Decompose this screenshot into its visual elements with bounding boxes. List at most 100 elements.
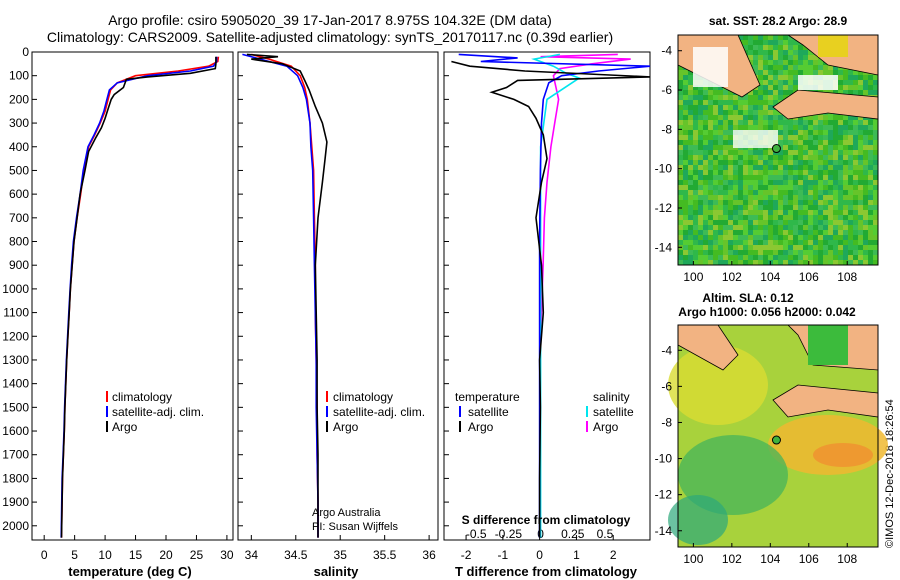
- y-tick-label: 900: [9, 258, 29, 272]
- map-lat-label: -10: [655, 452, 673, 466]
- series-line-t-satellite: [458, 53, 651, 538]
- map-lon-label: 106: [799, 270, 819, 284]
- y-tick-label: 600: [9, 187, 29, 201]
- series-line-t-argo: [451, 60, 651, 538]
- x-tick-label: 0.25: [561, 527, 585, 541]
- y-tick-label: 1500: [2, 400, 29, 414]
- map-lon-label: 102: [722, 552, 742, 566]
- y-tick-label: 800: [9, 235, 29, 249]
- x-tick-label: 34: [245, 548, 259, 562]
- x-tick-label: 2: [610, 548, 617, 562]
- y-tick-label: 1900: [2, 495, 29, 509]
- legend-title-temperature: temperature: [455, 390, 520, 404]
- legend-swatch-s-argo: [586, 421, 588, 432]
- map-lon-label: 104: [760, 552, 780, 566]
- x-tick-label: 25: [190, 548, 204, 562]
- chart-title-line2: Climatology: CARS2009. Satellite-adjuste…: [46, 29, 614, 45]
- series-line-argo: [60, 56, 217, 538]
- y-tick-label: 1400: [2, 377, 29, 391]
- x-tick-label: 36: [422, 548, 436, 562]
- x-tick-label: 0: [41, 548, 48, 562]
- sst-map-frame: [677, 34, 879, 266]
- x-tick-label: 35: [334, 548, 348, 562]
- y-tick-label: 1700: [2, 448, 29, 462]
- y-tick-label: 1600: [2, 424, 29, 438]
- y-tick-label: 1800: [2, 471, 29, 485]
- series-line-satellite: [60, 56, 218, 538]
- map-lat-label: -12: [655, 201, 673, 215]
- diff-plot-area: -2 -1 0 1 2-0.5 -0.25 0 0.25 0.5: [444, 51, 651, 562]
- y-tick-label: 400: [9, 140, 29, 154]
- x-tick-label: 5: [71, 548, 78, 562]
- y-tick-label: 0: [22, 45, 29, 59]
- legend-label-t-satellite: satellite: [468, 405, 509, 419]
- sla-map-image: 100 102 104 106 108 -4 -6 -8 -10 -12 -14: [655, 324, 888, 566]
- legend-swatch-climatology: [326, 391, 328, 402]
- sla-map-title1: Altim. SLA: 0.12: [702, 291, 794, 305]
- legend-swatch-s-satellite: [586, 406, 588, 417]
- series-line-argo: [246, 53, 328, 538]
- sal-xlabel: salinity: [314, 564, 360, 579]
- temp-plot-area: 0100200300400500600700800900100011001200…: [2, 45, 234, 562]
- y-tick-label: 1100: [3, 306, 29, 320]
- sla-map-frame: [677, 324, 879, 548]
- map-lon-label: 108: [837, 270, 857, 284]
- series-line-satellite: [242, 53, 319, 538]
- legend-label-satellite: satellite-adj. clim.: [333, 405, 425, 419]
- diff-s-axis-label: S difference from climatology: [462, 513, 631, 527]
- legend-label-argo: Argo: [333, 420, 359, 434]
- legend-swatch-t-satellite: [459, 406, 461, 417]
- x-tick-label: 10: [98, 548, 112, 562]
- argo-location-marker: [771, 144, 781, 154]
- credit-line1: Argo Australia: [312, 507, 381, 519]
- legend-label-s-argo: Argo: [593, 420, 619, 434]
- y-tick-label: 700: [9, 211, 29, 225]
- y-tick-label: 1300: [2, 353, 29, 367]
- argo-location-marker: [771, 435, 781, 445]
- legend-swatch-climatology: [106, 391, 108, 402]
- x-tick-label: -2: [461, 548, 472, 562]
- sal-plot-area: 34 34.5 35 35.5 36: [238, 51, 436, 562]
- legend-label-argo: Argo: [112, 420, 138, 434]
- legend-swatch-t-argo: [459, 421, 461, 432]
- x-tick-label: -0.5: [466, 527, 487, 541]
- series-line-climatology: [60, 56, 220, 538]
- map-lon-label: 100: [683, 270, 703, 284]
- x-tick-label: 1: [573, 548, 580, 562]
- legend-label-t-argo: Argo: [468, 420, 494, 434]
- map-lat-label: -14: [655, 240, 673, 254]
- x-tick-label: -0.25: [495, 527, 523, 541]
- x-tick-label: 34.5: [284, 548, 308, 562]
- y-tick-label: 2000: [2, 519, 29, 533]
- map-lat-label: -6: [661, 379, 672, 393]
- y-tick-label: 300: [9, 116, 29, 130]
- temp-panel-frame: [31, 51, 234, 541]
- x-tick-label: 30: [220, 548, 234, 562]
- sal-legend: climatology satellite-adj. clim. Argo: [326, 390, 425, 434]
- legend-swatch-satellite: [106, 406, 108, 417]
- map-lon-label: 108: [837, 552, 857, 566]
- legend-label-climatology: climatology: [333, 390, 393, 404]
- y-tick-label: 500: [9, 163, 29, 177]
- map-lat-label: -12: [655, 488, 673, 502]
- sst-map-title: sat. SST: 28.2 Argo: 28.9: [709, 14, 848, 28]
- sal-panel-frame: [237, 51, 439, 541]
- map-lon-label: 104: [760, 270, 780, 284]
- y-tick-label: 1200: [2, 329, 29, 343]
- legend-swatch-argo: [106, 421, 108, 432]
- legend-swatch-satellite: [326, 406, 328, 417]
- x-tick-label: 35.5: [373, 548, 397, 562]
- x-tick-label: -1: [498, 548, 509, 562]
- series-line-climatology: [251, 53, 319, 538]
- sst-map-image: 100 102 104 106 108 -4 -6 -8 -10 -12 -14: [655, 34, 879, 284]
- y-tick-label: 100: [9, 69, 29, 83]
- map-lat-label: -4: [661, 343, 672, 357]
- sla-map-title2: Argo h1000: 0.056 h2000: 0.042: [678, 305, 856, 319]
- chart-title-line1: Argo profile: csiro 5905020_39 17-Jan-20…: [108, 12, 552, 28]
- map-lat-label: -10: [655, 162, 673, 176]
- y-tick-label: 200: [9, 92, 29, 106]
- map-lon-label: 102: [722, 270, 742, 284]
- x-tick-label: 0: [536, 548, 543, 562]
- diff-panel-frame: [443, 51, 651, 541]
